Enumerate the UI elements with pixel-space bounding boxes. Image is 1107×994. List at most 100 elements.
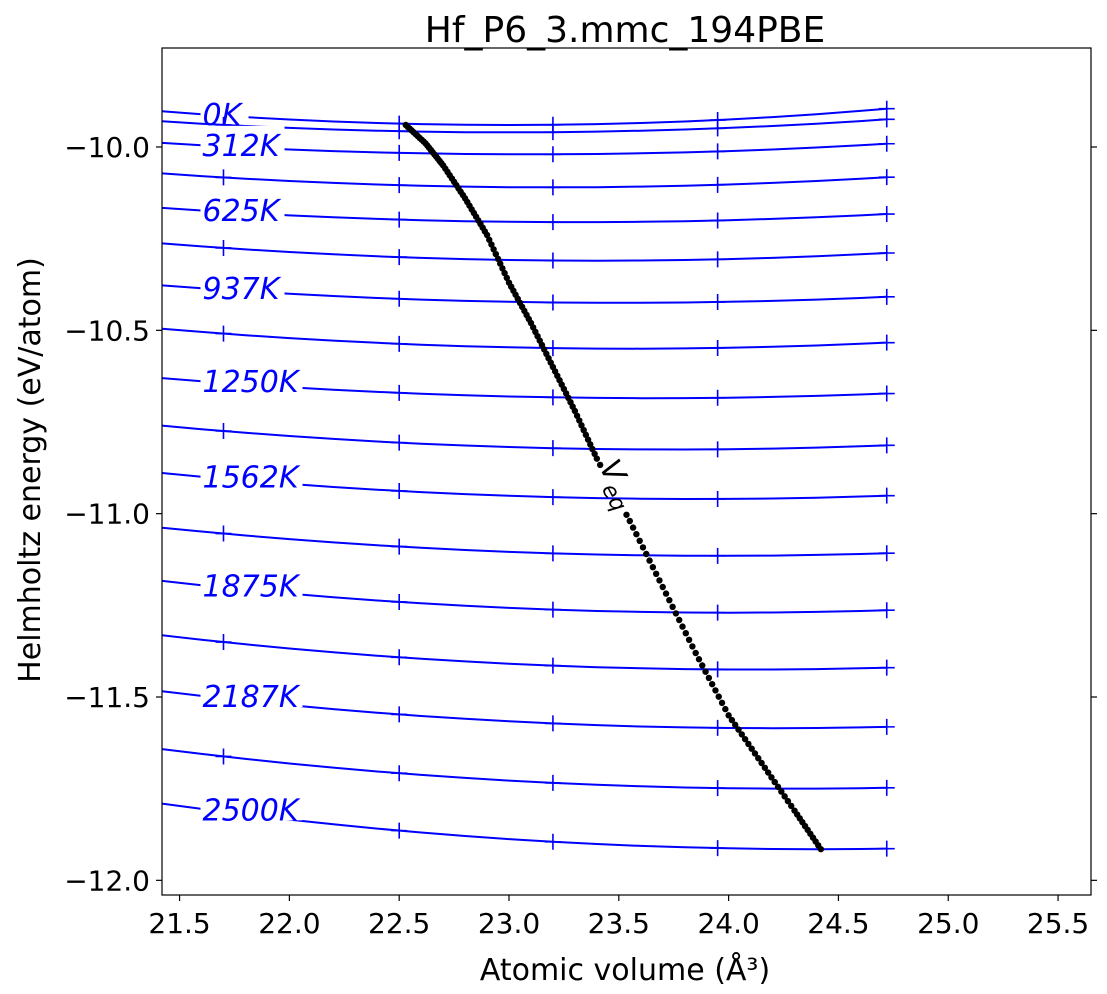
data-point-marker [391,539,407,555]
data-point-marker [545,146,561,162]
veq-point [692,650,698,656]
data-point-marker [710,780,726,796]
x-tick-label: 24.0 [697,907,759,940]
data-point-marker [545,489,561,505]
data-point-marker [215,326,231,342]
data-point-marker [391,594,407,610]
data-point-marker [545,389,561,405]
veq-point [656,577,662,583]
veq-point [633,531,639,537]
series-line [162,635,887,669]
veq-point [653,571,659,577]
series-label: 1875K [203,569,301,604]
data-point-marker [879,386,895,402]
data-point-marker [879,660,895,676]
veq-point [689,643,695,649]
data-point-marker [879,111,895,127]
y-tick-label: −11.5 [64,681,150,714]
series-line [162,173,887,187]
series-line [162,109,887,125]
series-label: 1250K [203,365,301,400]
data-point-marker [879,437,895,453]
data-point-marker [879,602,895,618]
chart-title: Hf_P6_3.mmc_194PBE [425,10,826,51]
veq-point [594,455,600,461]
veq-point [686,637,692,643]
data-point-marker [391,435,407,451]
series-line [162,329,887,349]
veq-point [640,544,646,550]
x-tick-label: 23.0 [478,907,540,940]
x-tick-label: 23.5 [588,907,650,940]
data-point-marker [545,715,561,731]
plot-area: 0K312K625K937K1250K1562K1875K2187K2500KV… [162,95,895,857]
veq-point [643,551,649,557]
veq-point [706,675,712,681]
veq-point [722,706,728,712]
x-tick-label: 25.5 [1027,907,1089,940]
data-point-marker [215,634,231,650]
veq-point [636,538,642,544]
data-point-marker [545,834,561,850]
veq-label: Veq [586,454,645,516]
data-point-marker [545,124,561,140]
x-tick-label: 24.5 [807,907,869,940]
data-point-marker [391,823,407,839]
data-point-marker [710,177,726,193]
series-label: 625K [203,194,282,229]
data-point-marker [545,294,561,310]
data-point-marker [710,143,726,159]
data-point-marker [545,602,561,618]
data-point-marker [710,840,726,856]
data-point-marker [545,252,561,268]
data-point-marker [391,706,407,722]
veq-point [702,669,708,675]
veq-point [699,662,705,668]
x-tick-label: 21.5 [148,907,210,940]
veq-point [683,630,689,636]
veq-point [716,693,722,699]
veq-point [630,524,636,530]
veq-point [676,617,682,623]
data-point-marker [879,488,895,504]
data-point-marker [545,179,561,195]
data-point-marker [391,249,407,265]
veq-point [696,656,702,662]
data-point-marker [710,548,726,564]
data-point-marker [215,526,231,542]
data-point-marker [545,440,561,456]
veq-point [627,518,633,524]
veq-point [679,623,685,629]
x-tick-label: 22.0 [258,907,320,940]
series-line [162,243,887,260]
veq-point [669,604,675,610]
veq-point [646,557,652,563]
veq-point [673,610,679,616]
data-point-marker [545,658,561,674]
x-tick-label: 22.5 [368,907,430,940]
data-point-marker [710,294,726,310]
y-axis-label: Helmholtz energy (eV/atom) [13,257,48,683]
series-label: 2187K [203,680,301,715]
data-point-marker [545,545,561,561]
data-point-marker [710,390,726,406]
data-point-marker [710,491,726,507]
data-point-marker [215,423,231,439]
y-tick-label: −10.5 [64,314,150,347]
veq-point [650,564,656,570]
data-point-marker [545,214,561,230]
y-tick-label: −12.0 [64,864,150,897]
veq-point [719,700,725,706]
data-point-marker [391,212,407,228]
data-point-marker [391,385,407,401]
data-point-marker [710,720,726,736]
series-line [162,528,887,556]
data-point-marker [879,719,895,735]
data-point-marker [879,136,895,152]
data-point-marker [879,841,895,857]
veq-point [623,512,629,518]
data-point-marker [391,291,407,307]
data-point-marker [391,177,407,193]
data-point-marker [545,775,561,791]
